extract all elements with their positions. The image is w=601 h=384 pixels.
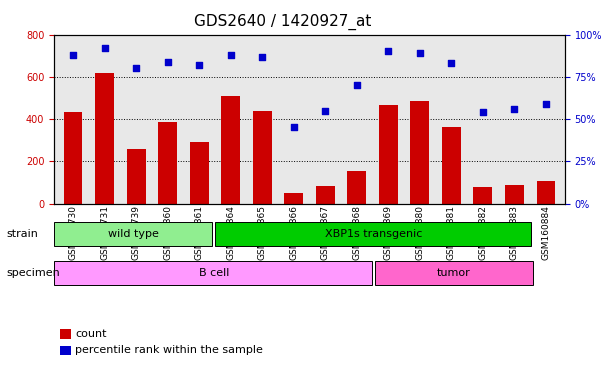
Point — [383, 48, 393, 55]
Bar — [253, 111, 272, 204]
Text: percentile rank within the sample: percentile rank within the sample — [75, 345, 263, 355]
Point — [257, 53, 267, 60]
Bar — [505, 185, 524, 204]
FancyBboxPatch shape — [215, 222, 531, 247]
Point — [194, 62, 204, 68]
Point — [320, 108, 330, 114]
Bar — [379, 105, 398, 204]
Text: GDS2640 / 1420927_at: GDS2640 / 1420927_at — [194, 13, 371, 30]
Point — [226, 52, 236, 58]
FancyBboxPatch shape — [54, 260, 372, 285]
Bar — [316, 185, 335, 204]
Bar — [537, 181, 555, 204]
FancyBboxPatch shape — [375, 260, 533, 285]
Bar — [64, 112, 82, 204]
Bar — [284, 193, 304, 204]
Bar — [347, 171, 366, 204]
Point — [100, 45, 109, 51]
FancyBboxPatch shape — [54, 222, 212, 247]
Point — [542, 101, 551, 107]
Point — [478, 109, 488, 115]
Point — [163, 58, 172, 65]
Bar — [442, 127, 461, 204]
Text: wild type: wild type — [108, 229, 159, 239]
Point — [289, 124, 299, 131]
Text: tumor: tumor — [436, 268, 470, 278]
Point — [510, 106, 519, 112]
Bar — [190, 142, 209, 204]
Point — [447, 60, 456, 66]
Bar — [221, 96, 240, 204]
Bar — [410, 101, 429, 204]
Text: count: count — [75, 329, 106, 339]
Text: specimen: specimen — [6, 268, 59, 278]
Bar — [474, 187, 492, 204]
Point — [415, 50, 425, 56]
Point — [68, 52, 78, 58]
Text: strain: strain — [6, 229, 38, 239]
Bar — [127, 149, 145, 204]
Bar — [95, 73, 114, 204]
Text: B cell: B cell — [198, 268, 229, 278]
Point — [131, 65, 141, 71]
Point — [352, 82, 362, 88]
Bar — [158, 122, 177, 204]
Text: XBP1s transgenic: XBP1s transgenic — [325, 229, 422, 239]
